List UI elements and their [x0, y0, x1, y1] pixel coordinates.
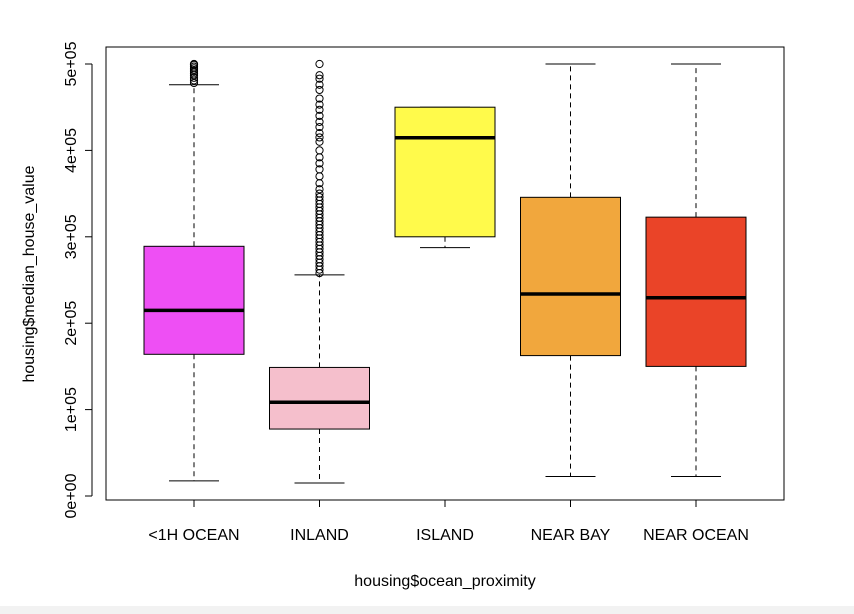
plot-area	[143, 59, 747, 484]
y-axis: 0e+00 1e+05 2e+05 3e+05 4e+05 5e+05	[63, 41, 93, 518]
outlier-point	[315, 94, 324, 103]
outlier-point	[315, 74, 324, 83]
box-group	[143, 59, 245, 482]
outlier-point	[315, 185, 324, 194]
box-group	[394, 106, 496, 249]
outlier-point	[315, 146, 324, 155]
box	[645, 216, 747, 367]
x-tick-label: INLAND	[290, 527, 349, 544]
y-tick-label: 3e+05	[63, 214, 80, 259]
x-tick-label: <1H OCEAN	[148, 527, 239, 544]
x-tick-label: NEAR BAY	[531, 527, 611, 544]
y-tick-label: 5e+05	[63, 41, 80, 86]
x-axis-label: housing$ocean_proximity	[354, 573, 535, 590]
outlier-point	[315, 59, 324, 69]
box	[520, 196, 621, 357]
outlier-point	[315, 172, 324, 181]
outlier-point	[315, 100, 324, 109]
y-tick-label: 0e+00	[63, 473, 80, 518]
box-group	[645, 63, 747, 478]
outlier-point	[315, 165, 324, 174]
x-tick-label: ISLAND	[416, 527, 474, 544]
outlier-point	[315, 129, 324, 138]
outlier-point	[315, 111, 324, 120]
outlier-point	[315, 71, 324, 80]
box	[143, 245, 245, 355]
y-tick-label: 1e+05	[63, 387, 80, 432]
outlier-point	[189, 73, 199, 82]
outlier-point	[315, 159, 324, 168]
outlier-point	[315, 105, 324, 114]
y-axis-label: housing$median_house_value	[21, 165, 38, 382]
x-axis: <1H OCEAN INLAND ISLAND NEAR BAY NEAR OCEAN	[148, 499, 749, 544]
outlier-point	[189, 59, 199, 69]
outlier-point	[189, 78, 199, 88]
outlier-point	[315, 192, 324, 202]
outlier-point	[315, 133, 324, 142]
bottom-strip	[0, 606, 854, 614]
box	[394, 106, 496, 238]
y-tick-label: 4e+05	[63, 128, 80, 173]
outlier-point	[315, 137, 324, 146]
outlier-point	[315, 117, 324, 126]
y-tick-label: 2e+05	[63, 301, 80, 346]
box	[269, 366, 370, 430]
outlier-point	[315, 80, 324, 89]
box-group	[520, 63, 621, 478]
x-tick-label: NEAR OCEAN	[643, 527, 749, 544]
outlier-point	[315, 189, 324, 198]
box-group	[269, 59, 370, 484]
outlier-point	[315, 122, 324, 132]
outlier-point	[315, 85, 324, 95]
